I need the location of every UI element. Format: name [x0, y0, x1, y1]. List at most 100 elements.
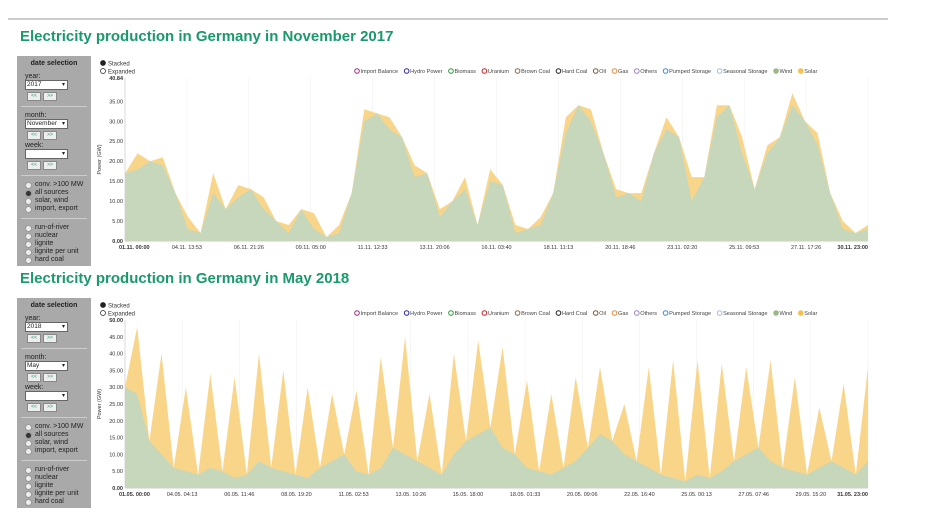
- mode-radio[interactable]: all sources: [25, 431, 91, 439]
- legend-marker: [555, 310, 562, 316]
- legend-label: Pumped Storage: [669, 69, 711, 75]
- month-prev-button[interactable]: <<: [27, 131, 41, 140]
- year-next-button[interactable]: >>: [43, 334, 57, 343]
- view-option-label: Expanded: [108, 312, 135, 318]
- view-option-label: Stacked: [108, 304, 130, 310]
- radio-icon: [25, 224, 32, 232]
- divider: [21, 218, 87, 219]
- week-prev-button[interactable]: <<: [27, 161, 41, 170]
- week-prev-button[interactable]: <<: [27, 403, 41, 412]
- x-tick-label: 04.11. 13:53: [172, 245, 202, 251]
- mode-label: conv. >100 MW: [35, 423, 84, 430]
- month-next-button[interactable]: >>: [43, 131, 57, 140]
- source-radio[interactable]: run-of-river: [25, 224, 91, 232]
- year-prev-button[interactable]: <<: [27, 92, 41, 101]
- x-tick-label: 25.05. 00:13: [681, 492, 712, 498]
- y-axis-label: Power (GW): [97, 144, 103, 174]
- source-radio[interactable]: run-of-river: [25, 466, 91, 474]
- legend-label: Biomass: [454, 69, 476, 75]
- mode-radio[interactable]: import, export: [25, 205, 91, 213]
- source-radio[interactable]: lignite: [25, 482, 91, 490]
- legend-label: Gas: [618, 69, 628, 75]
- legend-marker: [773, 310, 779, 316]
- legend-label: Solar: [804, 69, 817, 75]
- x-tick-label: 30.11. 23:00: [837, 245, 868, 251]
- week-next-button[interactable]: >>: [43, 403, 57, 412]
- week-select[interactable]: [25, 149, 68, 159]
- month-select[interactable]: November: [25, 119, 68, 129]
- source-radio[interactable]: nuclear: [25, 474, 91, 482]
- legend-label: Import Balance: [361, 311, 399, 317]
- y-tick-label: 15.00: [109, 436, 123, 442]
- legend-label: Biomass: [454, 311, 476, 317]
- legend-marker: [448, 310, 454, 316]
- legend-label: Solar: [804, 311, 817, 317]
- x-tick-label: 25.11. 09:53: [729, 245, 759, 251]
- source-label: run-of-river: [35, 224, 70, 231]
- legend-marker: [716, 68, 723, 74]
- legend-label: Uranium: [488, 311, 509, 317]
- radio-icon: [25, 423, 32, 431]
- legend-label: Others: [640, 69, 657, 75]
- source-radio[interactable]: nuclear: [25, 232, 91, 240]
- chart-title: Electricity production in Germany in May…: [20, 270, 350, 287]
- year-next-button[interactable]: >>: [43, 92, 57, 101]
- year-label: year:: [25, 73, 41, 80]
- x-tick-label: 08.05. 19:20: [281, 492, 312, 498]
- source-label: hard coal: [35, 256, 64, 263]
- area-chart: Stacked Expanded Import Balance Hydro Power…: [97, 60, 869, 251]
- x-tick-label: 11.05. 02:53: [339, 492, 369, 498]
- mode-radio[interactable]: import, export: [25, 447, 91, 455]
- mode-label: all sources: [35, 189, 69, 196]
- x-tick-label: 18.11. 11:13: [544, 245, 574, 251]
- radio-icon: [25, 490, 32, 498]
- view-option-label: Stacked: [108, 62, 130, 68]
- mode-label: import, export: [35, 205, 78, 212]
- source-label: lignite per unit: [35, 248, 79, 255]
- legend-marker: [633, 310, 640, 316]
- legend-marker: [611, 68, 618, 74]
- month-select[interactable]: May: [25, 361, 68, 371]
- legend-marker: [797, 68, 804, 74]
- mode-radio[interactable]: conv. >100 MW: [25, 181, 91, 189]
- year-prev-button[interactable]: <<: [27, 334, 41, 343]
- month-label: month:: [25, 112, 47, 119]
- mode-label: solar, wind: [35, 197, 69, 204]
- legend-marker: [592, 310, 599, 316]
- mode-radio[interactable]: all sources: [25, 189, 91, 197]
- month-prev-button[interactable]: <<: [27, 373, 41, 382]
- legend-marker: [354, 68, 360, 74]
- legend-label: Others: [640, 311, 657, 317]
- year-select[interactable]: 2017: [25, 80, 68, 90]
- source-radio[interactable]: lignite: [25, 240, 91, 248]
- source-radio[interactable]: lignite per unit: [25, 248, 91, 256]
- area-chart: Stacked Expanded Import Balance Hydro Power…: [97, 302, 869, 498]
- radio-icon: [25, 439, 32, 447]
- year-select[interactable]: 2018: [25, 322, 68, 332]
- y-tick-label: 45.00: [109, 335, 123, 341]
- week-select[interactable]: [25, 391, 68, 401]
- mode-radio[interactable]: solar, wind: [25, 439, 91, 447]
- mode-radio[interactable]: solar, wind: [25, 197, 91, 205]
- x-tick-label: 22.05. 16:40: [624, 492, 655, 498]
- week-next-button[interactable]: >>: [43, 161, 57, 170]
- wind-area: [125, 105, 868, 241]
- x-tick-label: 06.11. 21:26: [234, 245, 264, 251]
- y-tick-label: 10.00: [109, 199, 123, 205]
- x-tick-label: 13.05. 10:26: [395, 492, 426, 498]
- legend-marker: [481, 68, 488, 74]
- radio-icon: [25, 256, 32, 264]
- mode-radio[interactable]: conv. >100 MW: [25, 423, 91, 431]
- radio-icon: [25, 205, 32, 213]
- divider: [21, 175, 87, 176]
- radio-icon: [25, 189, 32, 197]
- y-tick-label: 20.00: [109, 159, 123, 165]
- source-radio[interactable]: hard coal: [25, 498, 91, 506]
- month-next-button[interactable]: >>: [43, 373, 57, 382]
- divider: [21, 348, 87, 349]
- y-tick-label: 10.00: [109, 452, 123, 458]
- source-radio[interactable]: lignite per unit: [25, 490, 91, 498]
- source-radio[interactable]: hard coal: [25, 256, 91, 264]
- radio-icon: [25, 181, 32, 189]
- source-label: nuclear: [35, 232, 58, 239]
